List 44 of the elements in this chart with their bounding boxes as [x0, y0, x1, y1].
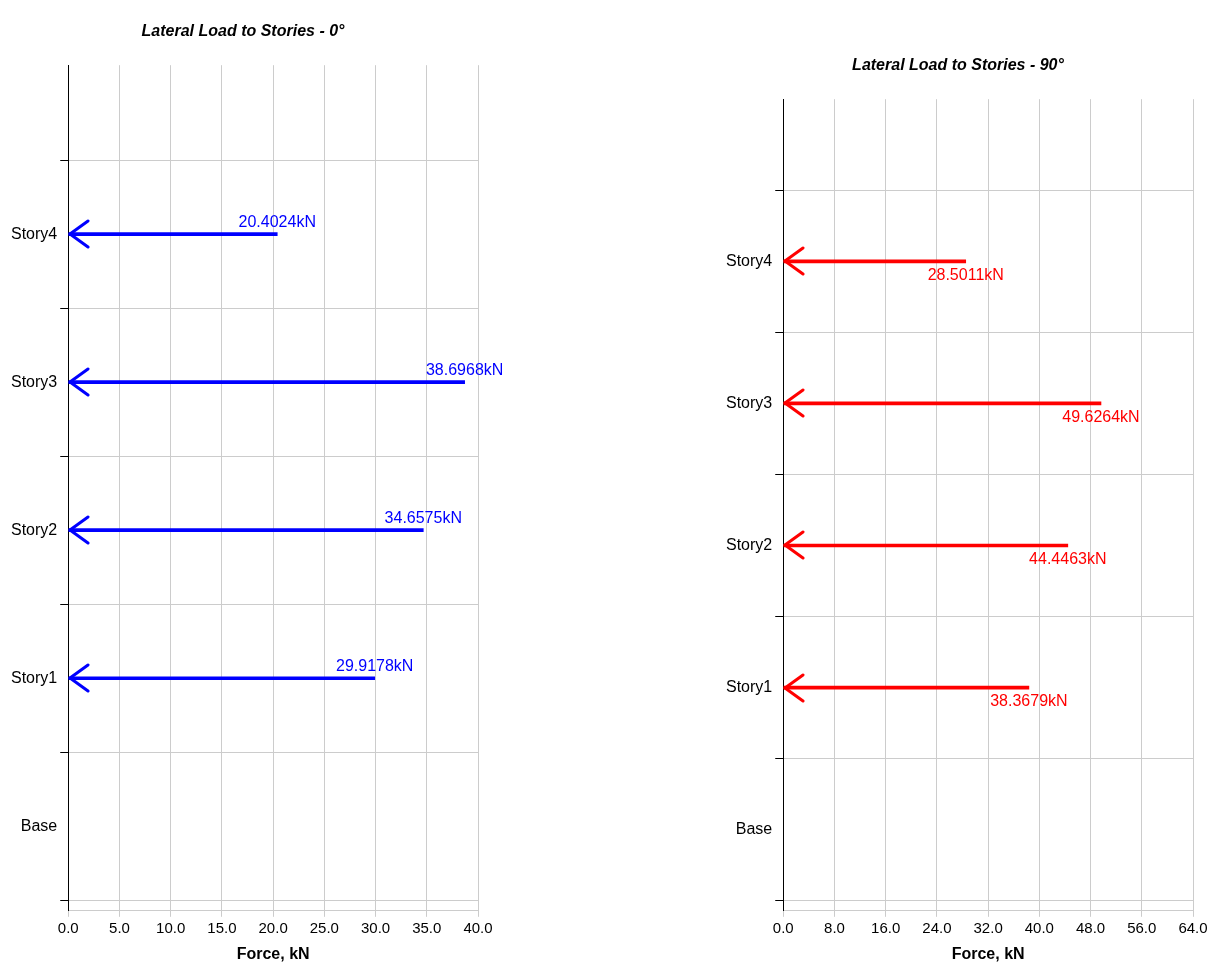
- y-tick-label: Story3: [725, 393, 773, 411]
- data-label: 38.6968kN: [425, 360, 504, 378]
- x-tick-label: 48.0: [1075, 918, 1106, 936]
- chart-title: Lateral Load to Stories - 90°: [852, 56, 1065, 74]
- data-label: 29.9178kN: [336, 656, 414, 674]
- y-tick-label: Story1: [725, 677, 773, 695]
- x-tick-label: 24.0: [922, 918, 952, 936]
- x-tick-label: 40.0: [1024, 918, 1054, 936]
- data-label: 44.4463kN: [1029, 549, 1107, 567]
- x-tick-label: 25.0: [309, 918, 339, 936]
- bar: [68, 380, 465, 384]
- data-label: 38.3679kN: [990, 691, 1068, 709]
- bar: [68, 232, 278, 236]
- x-tick-label: 10.0: [156, 918, 186, 936]
- y-tick-label: Base: [735, 820, 773, 838]
- x-tick-label: 8.0: [824, 918, 845, 936]
- y-tick-label: Story1: [10, 668, 58, 686]
- x-tick-label: 40.0: [463, 918, 493, 936]
- y-tick-label: Story4: [10, 224, 58, 242]
- chart-title: Lateral Load to Stories - 0°: [141, 22, 346, 40]
- x-axis-title: Force, kN: [236, 944, 310, 962]
- bar: [68, 528, 424, 533]
- y-tick-label: Base: [20, 816, 58, 834]
- data-label: 34.6575kN: [384, 508, 462, 526]
- data-label: 49.6264kN: [1062, 407, 1140, 425]
- x-tick-label: 5.0: [109, 918, 130, 936]
- y-tick-label: Story2: [10, 520, 58, 538]
- x-tick-label: 20.0: [258, 918, 288, 936]
- data-label: 28.5011kN: [927, 265, 1004, 283]
- x-axis-title: Force, kN: [951, 944, 1025, 962]
- x-tick-label: 0.0: [772, 918, 794, 936]
- y-tick-label: Story2: [725, 535, 773, 553]
- bar: [68, 676, 376, 681]
- y-tick-label: Story4: [725, 251, 773, 269]
- x-tick-label: 56.0: [1127, 918, 1157, 936]
- y-tick-label: Story3: [10, 372, 58, 390]
- x-tick-label: 32.0: [973, 918, 1003, 936]
- data-label: 20.4024kN: [238, 212, 316, 230]
- x-tick-label: 16.0: [871, 918, 901, 936]
- x-tick-label: 64.0: [1178, 918, 1207, 936]
- x-tick-label: 0.0: [57, 918, 79, 936]
- x-tick-label: 30.0: [360, 918, 391, 936]
- x-tick-label: 35.0: [412, 918, 442, 936]
- x-tick-label: 15.0: [207, 918, 237, 936]
